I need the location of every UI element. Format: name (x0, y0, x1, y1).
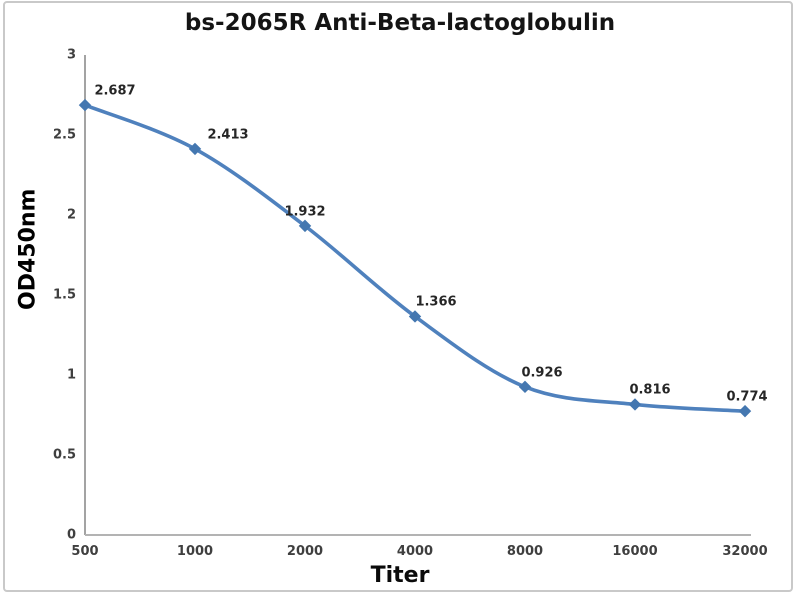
y-tick-label: 2.5 (52, 127, 76, 143)
x-tick-label: 8000 (506, 544, 544, 559)
x-tick-label: 4000 (396, 544, 434, 559)
data-point-label: 2.687 (94, 83, 136, 99)
y-tick-label: 1.5 (52, 287, 76, 303)
data-point-marker (738, 404, 752, 418)
data-point-marker (188, 142, 202, 156)
y-tick-label: 3 (66, 47, 76, 63)
y-tick-label: 2 (66, 207, 76, 223)
data-point-label: 0.926 (521, 365, 563, 381)
data-point-label: 0.816 (629, 382, 671, 398)
data-point-marker (408, 310, 422, 323)
data-point-label: 1.932 (284, 204, 326, 220)
data-point-label: 1.366 (415, 294, 457, 310)
data-point-marker (628, 398, 642, 411)
y-tick-label: 1 (66, 367, 76, 383)
x-tick-label: 16000 (612, 544, 658, 559)
data-point-marker (78, 98, 92, 112)
y-tick-label: 0 (66, 527, 76, 543)
y-tick-label: 0.5 (52, 447, 76, 463)
chart-title: bs-2065R Anti-Beta-lactoglobulin (184, 10, 616, 36)
data-point-label: 0.774 (726, 389, 768, 405)
x-tick-label: 500 (71, 544, 99, 559)
data-point-label: 2.413 (207, 127, 249, 143)
x-tick-label: 1000 (176, 544, 214, 559)
data-point-marker (518, 380, 532, 394)
x-axis-title: Titer (370, 563, 430, 588)
series-line (83, 103, 747, 413)
x-tick-label: 32000 (722, 544, 768, 559)
x-tick-label: 2000 (286, 544, 324, 559)
data-point-marker (298, 219, 312, 233)
